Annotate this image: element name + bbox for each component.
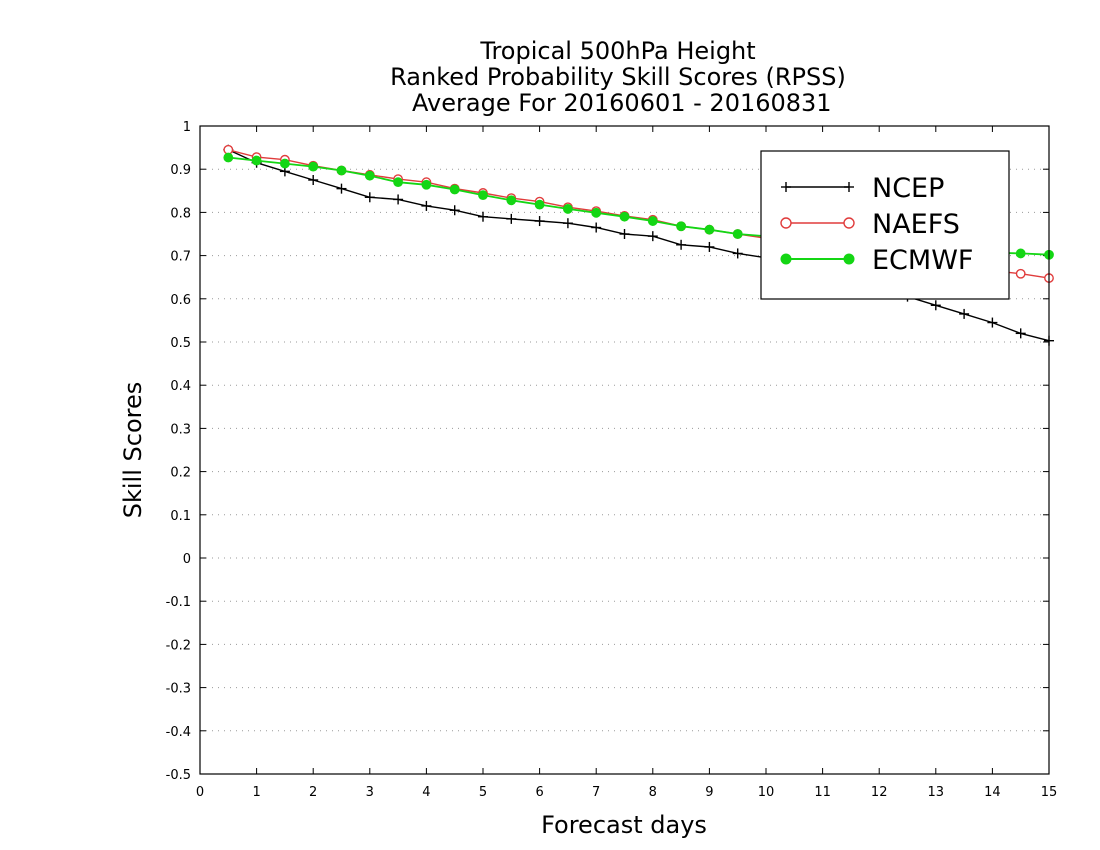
data-point bbox=[987, 317, 998, 328]
data-point bbox=[421, 179, 432, 190]
x-tick-label: 11 bbox=[814, 785, 831, 800]
x-tick-label: 14 bbox=[984, 785, 1001, 800]
x-tick-label: 2 bbox=[309, 785, 317, 800]
y-tick-label: 0.4 bbox=[170, 379, 191, 394]
y-tick-label: 0.7 bbox=[170, 250, 191, 265]
data-point bbox=[506, 195, 517, 206]
x-tick-label: 6 bbox=[535, 785, 543, 800]
x-tick-label: 4 bbox=[422, 785, 430, 800]
x-tick-label: 8 bbox=[649, 785, 657, 800]
data-point bbox=[364, 170, 375, 181]
data-point bbox=[619, 229, 630, 239]
legend-item-ecmwf: ECMWF bbox=[780, 245, 973, 276]
legend-item-naefs: NAEFS bbox=[780, 209, 960, 240]
y-tick-label: 0.5 bbox=[170, 336, 191, 351]
data-point bbox=[844, 182, 854, 192]
y-tick-label: -0.5 bbox=[166, 768, 191, 783]
data-point bbox=[534, 216, 545, 227]
legend-item-ncep: NCEP bbox=[781, 173, 944, 204]
data-point bbox=[449, 184, 460, 195]
data-point bbox=[506, 213, 517, 224]
x-tick-label: 3 bbox=[366, 785, 374, 800]
y-tick-label: 0.3 bbox=[170, 422, 191, 437]
data-point bbox=[704, 241, 715, 252]
y-tick-label: -0.2 bbox=[166, 638, 191, 653]
data-point bbox=[1015, 268, 1026, 279]
y-tick-label: 0.1 bbox=[170, 509, 191, 524]
data-point bbox=[534, 199, 545, 210]
data-point bbox=[1015, 248, 1026, 259]
title-line-2: Ranked Probability Skill Scores (RPSS) bbox=[390, 63, 846, 91]
x-tick-label: 12 bbox=[871, 785, 888, 800]
legend-label: NAEFS bbox=[872, 209, 960, 240]
data-point bbox=[562, 218, 573, 229]
legend-label: ECMWF bbox=[872, 245, 973, 276]
plot-frame bbox=[199, 125, 1050, 775]
data-point bbox=[336, 183, 347, 194]
data-point bbox=[563, 204, 573, 214]
x-tick-label: 10 bbox=[758, 785, 775, 800]
data-point bbox=[478, 211, 488, 222]
data-point bbox=[843, 217, 855, 229]
data-point bbox=[676, 239, 687, 250]
y-axis-label: Skill Scores bbox=[119, 382, 147, 519]
data-point bbox=[704, 224, 715, 235]
x-tick-label: 9 bbox=[705, 785, 713, 800]
x-axis: 0 1 2 3 4 5 6 7 8 9 10 11 12 13 14 15 bbox=[196, 126, 1057, 800]
y-tick-label: -0.3 bbox=[166, 682, 191, 697]
data-point bbox=[647, 216, 658, 226]
x-tick-label: 13 bbox=[928, 785, 945, 800]
x-tick-label: 5 bbox=[479, 785, 487, 800]
data-point bbox=[393, 194, 404, 205]
data-point bbox=[449, 205, 460, 216]
y-tick-label: -0.1 bbox=[166, 595, 191, 610]
data-point bbox=[732, 229, 743, 239]
legend: NCEP NAEFS ECMWF bbox=[760, 150, 1010, 300]
data-point bbox=[280, 158, 290, 169]
x-tick-label: 15 bbox=[1041, 785, 1058, 800]
data-point bbox=[364, 192, 375, 203]
title-line-1: Tropical 500hPa Height bbox=[479, 37, 755, 65]
y-tick-label: 1 bbox=[183, 120, 191, 135]
data-point bbox=[1015, 328, 1026, 339]
data-point bbox=[647, 231, 658, 242]
data-point bbox=[732, 248, 743, 259]
chart-title: Tropical 500hPa Height Ranked Probabilit… bbox=[390, 37, 846, 117]
data-point bbox=[781, 182, 791, 192]
x-axis-label: Forecast days bbox=[541, 811, 707, 839]
data-point bbox=[308, 161, 319, 172]
data-point bbox=[930, 300, 941, 311]
y-tick-label: 0.2 bbox=[170, 466, 191, 481]
y-tick-label: 0.9 bbox=[170, 163, 191, 178]
data-point bbox=[959, 308, 970, 319]
x-tick-label: 7 bbox=[592, 785, 600, 800]
x-tick-label: 0 bbox=[196, 785, 204, 800]
data-point bbox=[336, 165, 347, 176]
data-point bbox=[223, 152, 234, 163]
y-tick-label: -0.4 bbox=[166, 725, 191, 740]
data-point bbox=[308, 175, 319, 185]
data-point bbox=[780, 253, 792, 265]
data-point bbox=[676, 221, 686, 232]
y-tick-label: 0.6 bbox=[170, 293, 191, 308]
data-point bbox=[619, 211, 630, 222]
data-point bbox=[591, 207, 602, 218]
data-point bbox=[591, 222, 602, 233]
legend-label: NCEP bbox=[872, 173, 944, 204]
data-point bbox=[251, 155, 262, 166]
x-tick-label: 1 bbox=[252, 785, 260, 800]
data-point bbox=[478, 190, 488, 201]
data-point bbox=[780, 217, 792, 229]
y-axis: 1 0.9 0.8 0.7 0.6 0.5 0.4 0.3 0.2 0.1 0 -0.1 -0.2 -0.… bbox=[166, 120, 1049, 783]
data-point bbox=[393, 177, 404, 188]
y-tick-label: 0 bbox=[183, 552, 191, 567]
data-point bbox=[843, 253, 855, 265]
data-point bbox=[421, 200, 432, 211]
y-tick-label: 0.8 bbox=[170, 206, 191, 221]
title-line-3: Average For 20160601 - 20160831 bbox=[404, 89, 831, 117]
legend-box bbox=[760, 150, 1010, 300]
